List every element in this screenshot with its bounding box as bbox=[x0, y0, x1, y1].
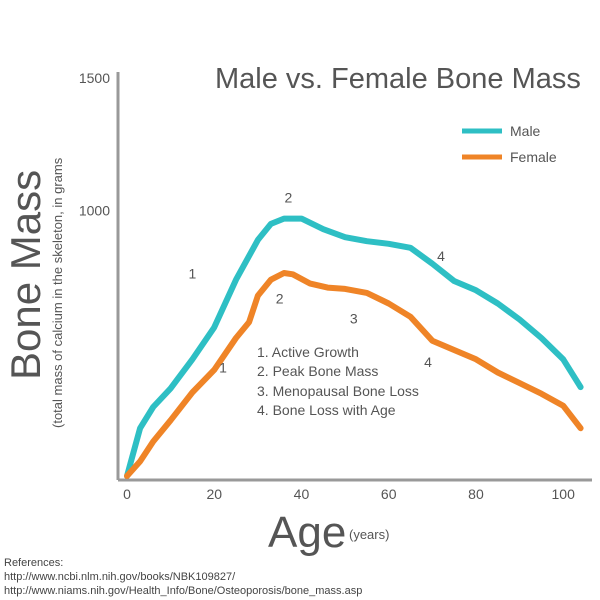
legend-label-male: Male bbox=[510, 123, 541, 139]
series-line-female bbox=[124, 270, 584, 479]
phase-marker: 2 bbox=[284, 190, 292, 206]
note-active-growth: 1. Active Growth bbox=[257, 344, 359, 360]
phase-marker: 2 bbox=[276, 291, 284, 307]
note-peak-bone-mass: 2. Peak Bone Mass bbox=[257, 363, 378, 379]
y-tick-label: 1000 bbox=[79, 203, 110, 219]
phase-marker: 3 bbox=[350, 310, 358, 326]
series-line-male bbox=[124, 215, 584, 479]
y-axis-sublabel: (total mass of calcium in the skeleton, … bbox=[50, 157, 65, 428]
reference-link-1[interactable]: http://www.ncbi.nlm.nih.gov/books/NBK109… bbox=[4, 571, 236, 583]
x-axis-sublabel: (years) bbox=[349, 527, 389, 542]
phase-marker: 4 bbox=[424, 354, 432, 370]
x-tick-label: 0 bbox=[123, 486, 131, 502]
y-axis-label: Bone Mass bbox=[2, 170, 49, 380]
references: References: http://www.ncbi.nlm.nih.gov/… bbox=[4, 556, 362, 598]
annotations: 2 1 4 2 3 1 4 bbox=[189, 190, 446, 376]
y-tick-labels: 1000 1500 bbox=[79, 70, 110, 219]
legend-label-female: Female bbox=[510, 149, 557, 165]
x-tick-label: 80 bbox=[468, 486, 484, 502]
phase-notes: 1. Active Growth 2. Peak Bone Mass 3. Me… bbox=[257, 344, 419, 418]
x-tick-label: 20 bbox=[206, 486, 222, 502]
chart-title: Male vs. Female Bone Mass bbox=[215, 63, 581, 95]
series-layer bbox=[124, 215, 584, 479]
phase-marker: 1 bbox=[219, 360, 227, 376]
note-menopausal-bone-loss: 3. Menopausal Bone Loss bbox=[257, 383, 419, 399]
note-bone-loss-with-age: 4. Bone Loss with Age bbox=[257, 402, 396, 418]
x-tick-label: 100 bbox=[552, 486, 576, 502]
x-tick-labels: 0 20 40 60 80 100 bbox=[123, 486, 575, 502]
x-axis-label: Age bbox=[268, 508, 346, 557]
legend: Male Female bbox=[462, 123, 557, 165]
x-tick-label: 60 bbox=[381, 486, 397, 502]
phase-marker: 1 bbox=[189, 265, 197, 281]
y-tick-label: 1500 bbox=[79, 70, 110, 86]
references-heading: References: bbox=[4, 557, 64, 569]
x-tick-label: 40 bbox=[294, 486, 310, 502]
reference-link-2[interactable]: http://www.niams.nih.gov/Health_Info/Bon… bbox=[4, 585, 363, 597]
phase-marker: 4 bbox=[437, 248, 445, 264]
